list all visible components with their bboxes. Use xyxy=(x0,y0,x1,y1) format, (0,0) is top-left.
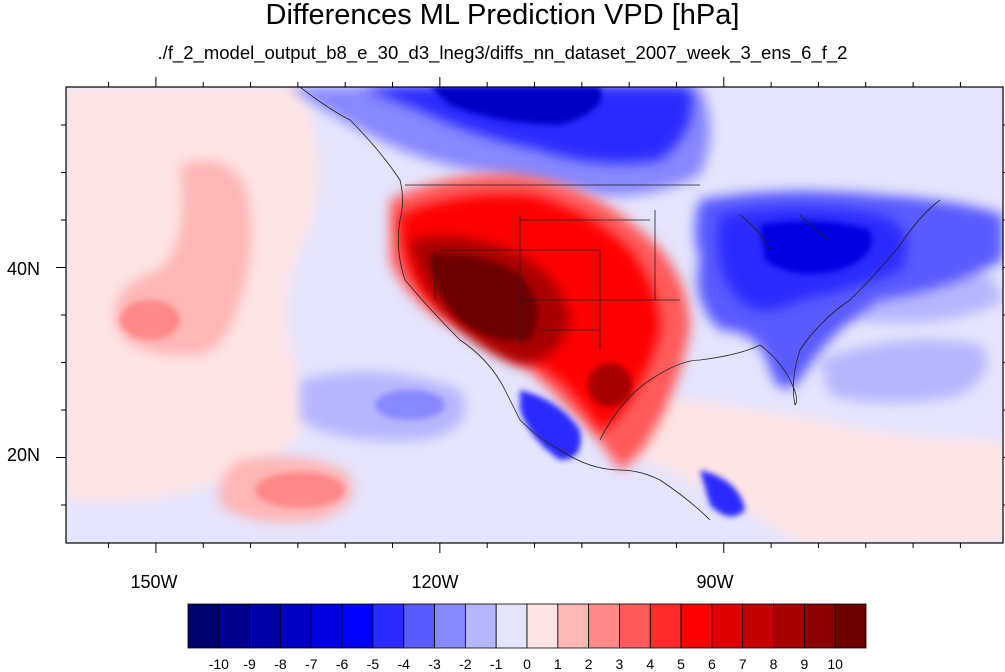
colorbar-label: -6 xyxy=(335,656,349,672)
colorbar-box xyxy=(403,603,435,649)
colorbar-box xyxy=(711,603,744,649)
colorbar-label: -7 xyxy=(305,656,318,672)
colorbar-label: 0 xyxy=(523,656,531,672)
colorbar-label: -10 xyxy=(208,656,229,672)
map-field xyxy=(66,87,1003,543)
colorbar-box xyxy=(218,603,251,649)
colorbar-label: 7 xyxy=(738,656,747,672)
colorbar-label: 3 xyxy=(615,656,624,672)
axis-ticks xyxy=(56,77,1005,553)
colorbar-label: 5 xyxy=(677,656,685,672)
colorbar-box xyxy=(773,603,805,649)
colorbar-box xyxy=(742,603,774,649)
colorbar-box xyxy=(588,603,620,649)
lon-label-90w: 90W xyxy=(696,572,734,592)
colorbar-box xyxy=(464,603,497,649)
colorbar-box xyxy=(187,603,220,649)
colorbar-label: -9 xyxy=(243,656,256,672)
colorbar-box xyxy=(619,603,651,649)
colorbar-label: 4 xyxy=(646,656,655,672)
colorbar-box xyxy=(834,603,867,649)
colorbar-label: 9 xyxy=(800,656,809,672)
colorbar-box xyxy=(372,603,405,649)
colorbar-box xyxy=(434,603,466,649)
lon-label-120w: 120W xyxy=(411,572,459,592)
lat-label-20n: 20N xyxy=(6,445,40,465)
coastlines xyxy=(299,87,941,521)
colorbar-label: 1 xyxy=(553,656,562,672)
colorbar-label: -4 xyxy=(397,656,410,672)
colorbar-box xyxy=(280,603,312,649)
colorbar-label: -2 xyxy=(459,656,472,672)
colorbar-label: 2 xyxy=(584,656,593,672)
colorbar-label: -1 xyxy=(489,656,503,672)
colorbar-label: 8 xyxy=(769,656,778,672)
colorbar-label: 6 xyxy=(708,656,716,672)
map-title: Differences ML Prediction VPD [hPa] xyxy=(265,0,740,31)
map-subtitle: ./f_2_model_output_b8_e_30_d3_lneg3/diff… xyxy=(157,42,848,63)
colorbar-box xyxy=(341,603,374,649)
colorbar-box xyxy=(495,603,528,649)
colorbar-box xyxy=(249,603,281,649)
colorbar-label: -5 xyxy=(366,656,380,672)
colorbar-box xyxy=(310,603,343,649)
lat-label-40n: 40N xyxy=(6,259,40,279)
colorbar-box xyxy=(649,603,682,649)
colorbar-box xyxy=(680,603,713,649)
colorbar-box xyxy=(557,603,590,649)
colorbar-box xyxy=(526,603,559,649)
lon-label-150w: 150W xyxy=(130,572,178,592)
colorbar-label: -3 xyxy=(428,656,441,672)
colorbar-label: 10 xyxy=(827,656,843,672)
colorbar-box xyxy=(803,603,836,649)
colorbar-label: -8 xyxy=(274,656,287,672)
